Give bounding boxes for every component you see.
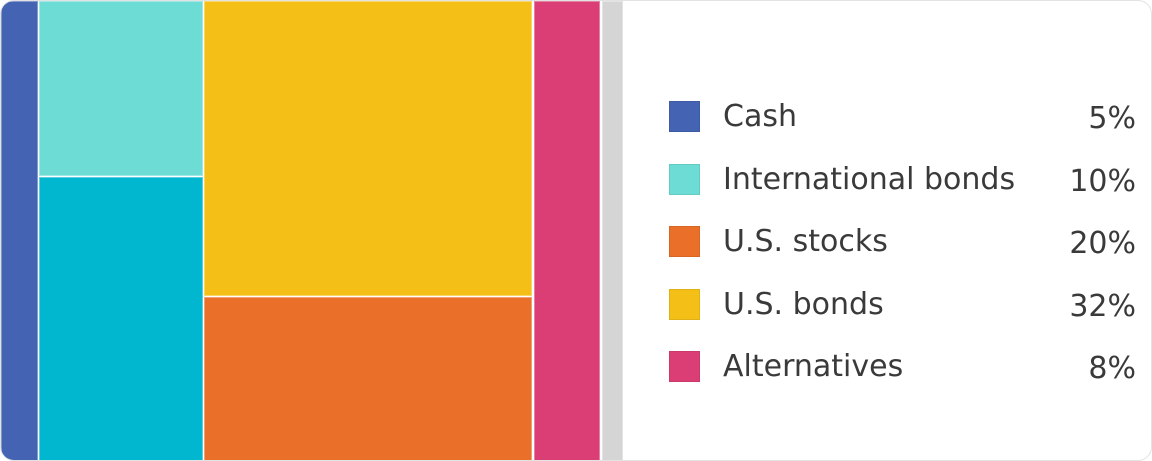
legend-swatch (669, 101, 700, 132)
legend-swatch (669, 226, 700, 257)
legend-label: International bonds (723, 161, 1016, 197)
legend-swatch (669, 288, 700, 320)
tile-us-stocks (204, 297, 532, 460)
legend-swatch (669, 163, 700, 195)
tile-us-bonds (204, 1, 532, 296)
legend: Cash 5% International bonds 10% U.S. sto… (669, 95, 1136, 408)
legend-value: 10% (1069, 163, 1136, 199)
tile-international-bonds (39, 1, 203, 176)
legend-label: U.S. stocks (723, 224, 888, 259)
legend-value: 32% (1069, 288, 1136, 324)
legend-label: Cash (723, 99, 797, 134)
legend-label: U.S. bonds (723, 286, 884, 322)
legend-value: 5% (1088, 101, 1136, 136)
legend-value: 20% (1069, 226, 1136, 261)
legend-item: U.S. stocks 20% (669, 220, 1136, 283)
legend-item: Cash 5% (669, 95, 1136, 158)
legend-item: Alternatives 8% (669, 345, 1136, 408)
tile-alternatives (534, 1, 600, 460)
legend-label: Alternatives (723, 349, 904, 384)
legend-item: International bonds 10% (669, 158, 1136, 221)
legend-swatch (669, 351, 700, 382)
tile-unlabeled-gray (602, 1, 623, 460)
legend-item: U.S. bonds 32% (669, 283, 1136, 346)
tile-cash (1, 1, 38, 460)
legend-value: 8% (1088, 351, 1136, 386)
tile-unlabeled-cyan (39, 177, 203, 460)
